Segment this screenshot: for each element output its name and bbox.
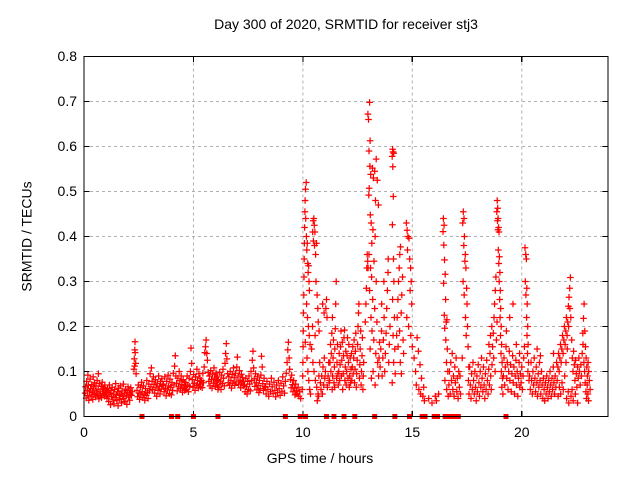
chart-title: Day 300 of 2020, SRMTID for receiver stj… [214, 16, 478, 32]
svg-text:10: 10 [295, 424, 311, 440]
svg-text:0.6: 0.6 [58, 138, 78, 154]
svg-text:0.3: 0.3 [58, 273, 78, 289]
svg-text:0.4: 0.4 [58, 228, 78, 244]
svg-text:5: 5 [190, 424, 198, 440]
svg-text:0.5: 0.5 [58, 183, 78, 199]
svg-text:0.8: 0.8 [58, 48, 78, 64]
scatter-points [81, 99, 594, 409]
y-tick-labels: 0 0.1 0.2 0.3 0.4 0.5 0.6 0.7 0.8 [58, 48, 78, 424]
svg-text:0.7: 0.7 [58, 93, 78, 109]
svg-text:0: 0 [80, 424, 88, 440]
svg-text:0: 0 [69, 408, 77, 424]
svg-text:20: 20 [514, 424, 530, 440]
svg-text:0.2: 0.2 [58, 318, 78, 334]
svg-text:0.1: 0.1 [58, 363, 78, 379]
x-axis-label: GPS time / hours [266, 450, 374, 466]
svg-text:15: 15 [405, 424, 421, 440]
x-tick-labels: 0 5 10 15 20 [80, 424, 530, 440]
plot-border [83, 55, 609, 418]
gridlines [84, 56, 608, 417]
